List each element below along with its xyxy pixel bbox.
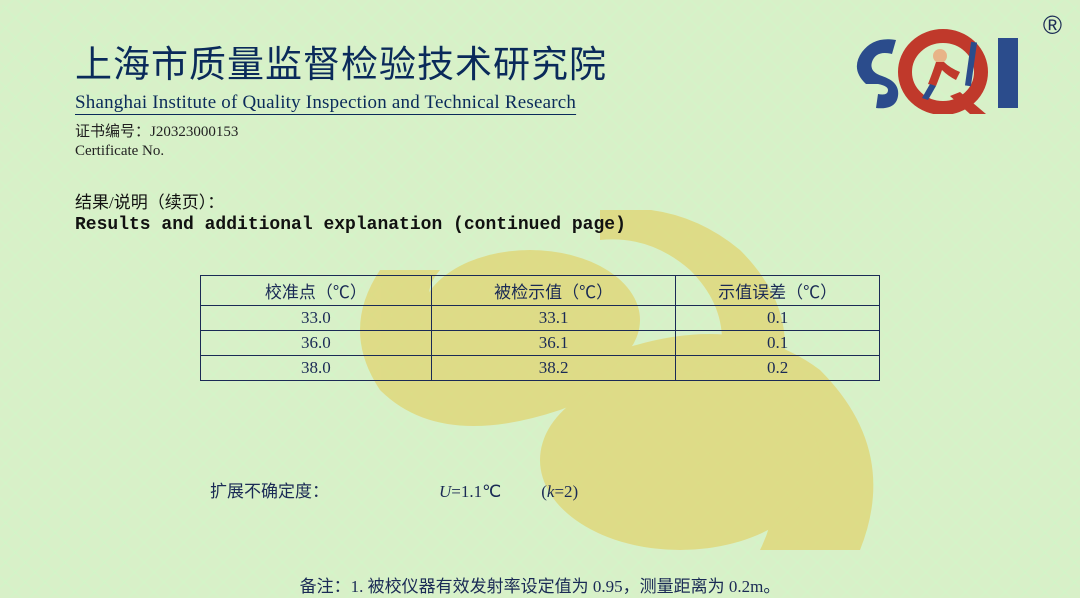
institute-title-en: Shanghai Institute of Quality Inspection… — [75, 92, 1005, 114]
cell: 36.0 — [201, 331, 432, 356]
cell: 33.1 — [431, 306, 675, 331]
table-row: 33.0 33.1 0.1 — [201, 306, 880, 331]
certificate-number-line-cn: 证书编号：J20323000153 — [75, 120, 1005, 141]
table-row: 38.0 38.2 0.2 — [201, 356, 880, 381]
uncertainty-u-value: =1.1℃ — [451, 482, 501, 501]
uncertainty-label: 扩展不确定度： — [210, 477, 329, 502]
certificate-label-en: Certificate No. — [75, 143, 1005, 160]
cell: 0.2 — [676, 356, 880, 381]
cell: 0.1 — [676, 331, 880, 356]
table-row: 36.0 36.1 0.1 — [201, 331, 880, 356]
cell: 38.2 — [431, 356, 675, 381]
col-indicated-value: 被检示值（℃） — [431, 276, 675, 306]
institute-title-cn: 上海市质量监督检验技术研究院 — [75, 34, 1005, 88]
calibration-results-table: 校准点（℃） 被检示值（℃） 示值误差（℃） 33.0 33.1 0.1 36.… — [200, 275, 880, 381]
certificate-number: J20323000153 — [150, 124, 238, 140]
cell: 0.1 — [676, 306, 880, 331]
uncertainty-u: U=1.1℃ — [439, 482, 501, 502]
cell: 36.1 — [431, 331, 675, 356]
certificate-label-cn: 证书编号： — [75, 124, 150, 140]
cell: 33.0 — [201, 306, 432, 331]
uncertainty-u-symbol: U — [439, 482, 451, 501]
col-indication-error: 示值误差（℃） — [676, 276, 880, 306]
expanded-uncertainty-line: 扩展不确定度： U=1.1℃ (k=2) — [75, 477, 1005, 502]
uncertainty-k: (k=2) — [541, 482, 578, 502]
results-section-label-en: Results and additional explanation (cont… — [75, 215, 1005, 235]
remark-line: 备注：1. 被校仪器有效发射率设定值为 0.95，测量距离为 0.2m。 — [75, 572, 1005, 597]
cell: 38.0 — [201, 356, 432, 381]
results-section-label-cn: 结果/说明（续页）： — [75, 188, 1005, 213]
table-header-row: 校准点（℃） 被检示值（℃） 示值误差（℃） — [201, 276, 880, 306]
uncertainty-k-value: =2) — [554, 482, 578, 501]
col-calibration-point: 校准点（℃） — [201, 276, 432, 306]
